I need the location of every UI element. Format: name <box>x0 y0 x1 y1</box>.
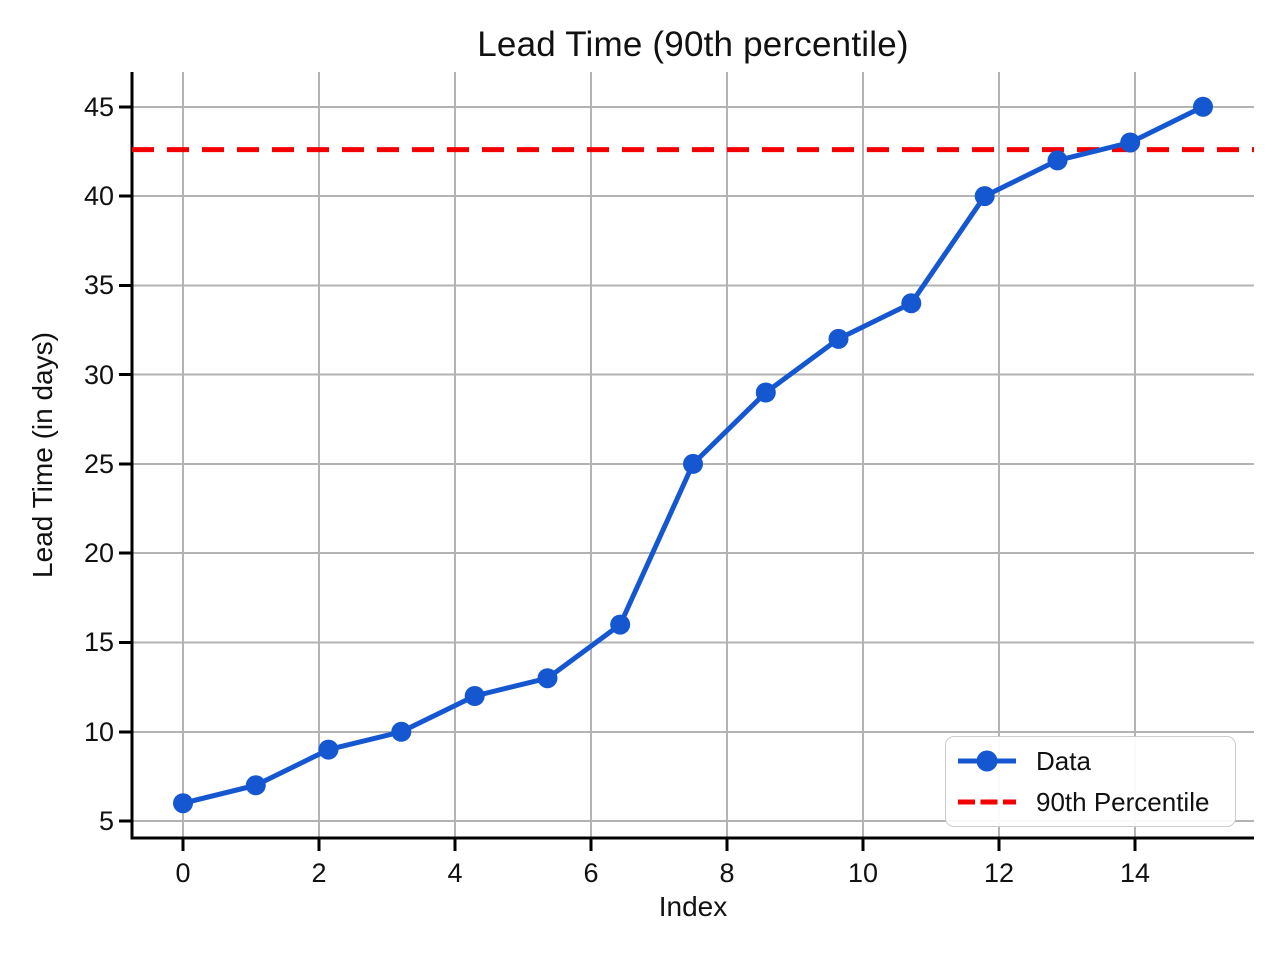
data-point <box>537 668 558 689</box>
data-point <box>974 186 995 207</box>
x-tick-label: 4 <box>447 858 463 888</box>
y-tick-label: 15 <box>83 627 114 658</box>
data-point <box>391 721 412 742</box>
legend-item-data: Data <box>956 743 1235 780</box>
data-point <box>245 775 266 796</box>
data-point <box>318 739 339 760</box>
data-point <box>755 382 776 403</box>
data-point <box>1193 96 1213 117</box>
x-tick-label: 8 <box>719 858 735 888</box>
y-tick-label: 40 <box>83 181 114 212</box>
y-tick-label: 20 <box>83 538 114 569</box>
data-point <box>173 793 193 814</box>
legend-solid-line-marker-icon <box>958 750 1016 772</box>
legend-label-data: Data <box>1036 745 1091 776</box>
data-point <box>464 686 485 706</box>
legend-item-percentile: 90th Percentile <box>956 784 1235 821</box>
x-axis-label: Index <box>658 891 728 922</box>
legend-label-percentile: 90th Percentile <box>1036 786 1210 817</box>
y-tick-label: 5 <box>98 806 114 837</box>
data-point <box>683 453 703 474</box>
data-point <box>1047 150 1068 171</box>
chart-title: Lead Time (90th percentile) <box>477 25 909 64</box>
x-tick-label: 0 <box>175 858 191 888</box>
y-tick-label: 30 <box>83 359 114 390</box>
data-point <box>828 328 849 349</box>
y-tick-label: 25 <box>83 448 114 479</box>
legend: Data 90th Percentile <box>945 736 1236 827</box>
x-tick-label: 12 <box>983 858 1015 888</box>
x-tick-label: 6 <box>583 858 599 888</box>
x-tick-label: 10 <box>847 858 879 888</box>
legend-dashed-line-icon <box>958 799 1016 805</box>
data-point <box>1120 132 1141 153</box>
y-tick-label: 35 <box>83 270 114 301</box>
y-tick-label: 10 <box>83 716 114 747</box>
x-tick-label: 2 <box>311 858 327 888</box>
data-point <box>610 614 631 635</box>
data-point <box>901 293 922 314</box>
x-tick-label: 14 <box>1119 858 1151 888</box>
y-tick-label: 45 <box>83 91 114 122</box>
